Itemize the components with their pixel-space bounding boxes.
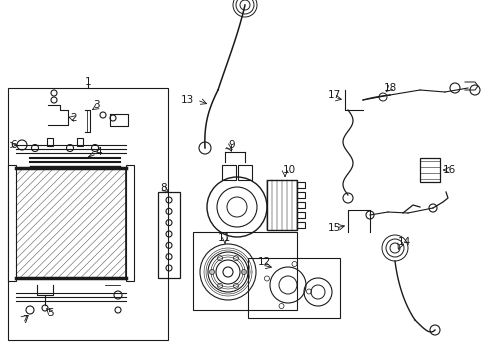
Text: 16: 16	[442, 165, 455, 175]
Bar	[8, 165, 16, 281]
Text: 6: 6	[10, 140, 17, 150]
Text: 13: 13	[181, 95, 194, 105]
Bar	[238, 165, 251, 180]
Bar	[247, 258, 339, 318]
Bar	[8, 88, 168, 340]
Bar	[296, 222, 305, 228]
Bar	[266, 180, 296, 230]
Text: 12: 12	[258, 257, 271, 267]
Text: 5: 5	[47, 308, 54, 318]
Text: 8: 8	[160, 183, 166, 193]
Bar	[296, 192, 305, 198]
Text: 17: 17	[327, 90, 341, 100]
Bar	[296, 212, 305, 218]
Text: 18: 18	[383, 83, 396, 93]
Text: 4: 4	[95, 147, 102, 157]
Text: 3: 3	[93, 100, 100, 110]
Text: 7: 7	[22, 315, 29, 325]
Text: 10: 10	[283, 165, 296, 175]
Bar	[158, 192, 180, 278]
Text: 11: 11	[218, 233, 231, 243]
Bar	[222, 165, 236, 180]
Bar	[77, 138, 83, 146]
Bar	[47, 138, 53, 146]
Bar	[296, 202, 305, 208]
Bar	[193, 232, 296, 310]
Text: 2: 2	[70, 113, 77, 123]
Bar	[296, 182, 305, 188]
Bar	[419, 158, 439, 182]
Text: 14: 14	[397, 237, 410, 247]
Bar	[126, 165, 134, 281]
Text: 1: 1	[84, 77, 91, 87]
Text: 9: 9	[227, 140, 234, 150]
Bar	[16, 168, 126, 278]
Text: 15: 15	[327, 223, 341, 233]
